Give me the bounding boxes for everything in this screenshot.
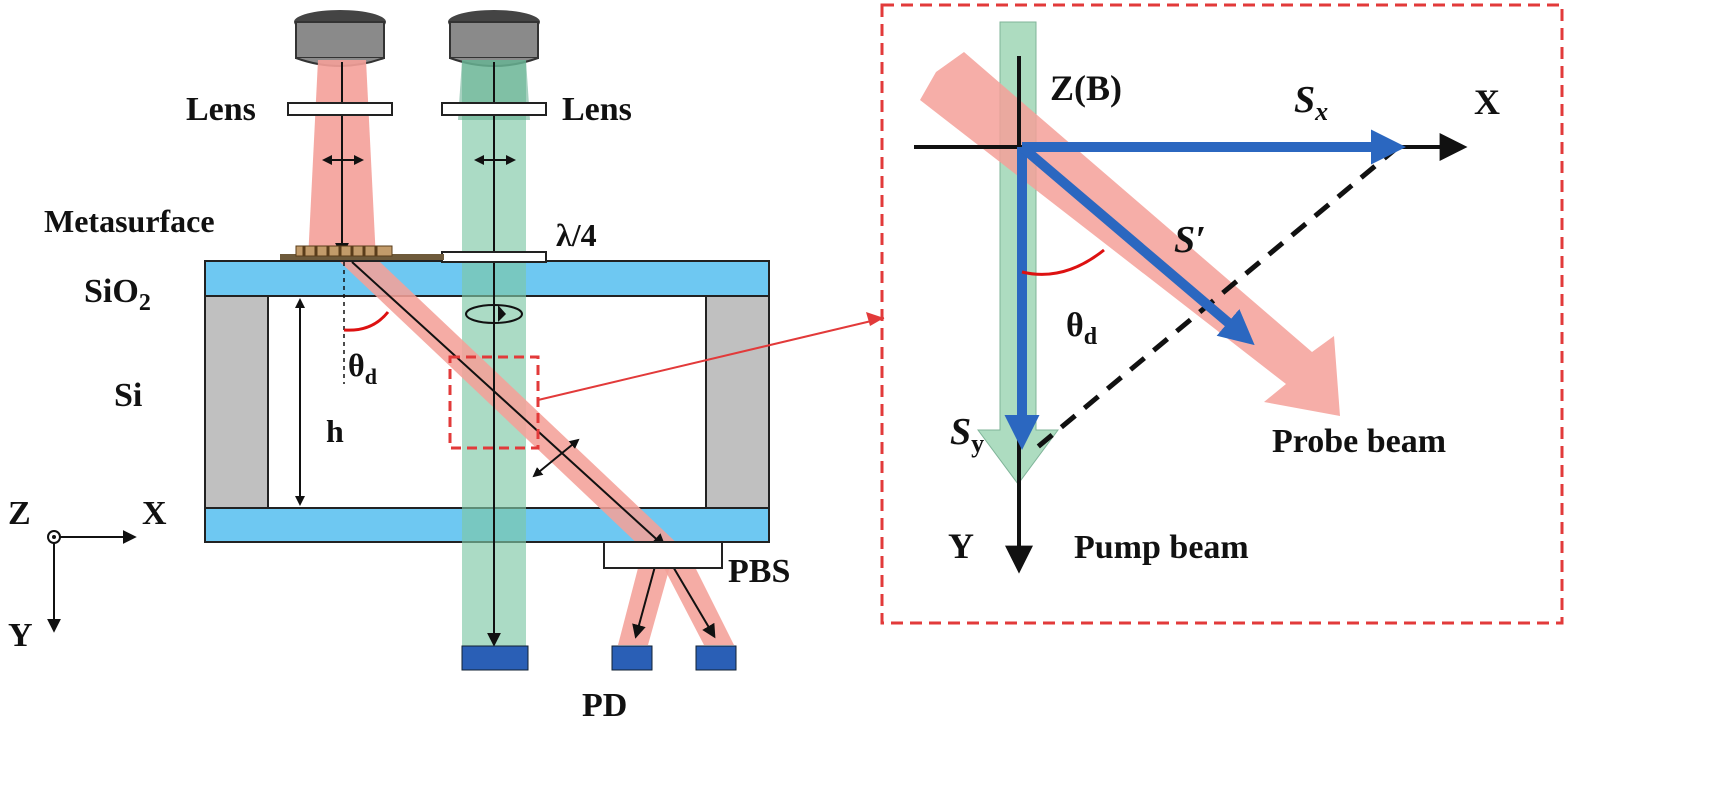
height-label: h: [326, 413, 344, 449]
inset-x-label: X: [1474, 82, 1500, 122]
inset-z-label: Z(B): [1050, 68, 1122, 108]
axis-x-label: X: [142, 495, 167, 532]
inset-s-prime-label: S′: [1174, 219, 1206, 261]
pd-label: PD: [582, 687, 627, 724]
photodiode-probe-left: [611, 645, 653, 671]
si-wall-right: [705, 295, 770, 509]
axis-z-label: Z: [8, 495, 31, 532]
zoom-region-box: [448, 355, 540, 450]
coordinate-axes: [47, 530, 137, 633]
inset-theta-d-label: θd: [1066, 307, 1098, 350]
lens-label-right: Lens: [562, 91, 632, 128]
inset-y-label: Y: [948, 526, 974, 566]
pbs-component: [603, 541, 723, 569]
inset-border: [880, 3, 1564, 625]
left-panel: Lens Lens Metasurface λ/4 SiO2 Si h θd P…: [8, 10, 885, 724]
axis-y-label: Y: [8, 617, 33, 654]
laser-source-pump: [448, 10, 540, 67]
inset-angle-arc: [1021, 248, 1105, 276]
polarization-arrow-refracted: [532, 438, 580, 478]
inset-panel: Z(B) X Y Sx Sy S′ θd Probe beam Pump bea…: [880, 3, 1564, 625]
lens-probe: [287, 102, 393, 116]
vector-s-prime: [1018, 143, 1255, 346]
si-label: Si: [114, 377, 142, 414]
photodiode-pump: [461, 645, 529, 671]
quarter-wave-plate: [441, 251, 547, 263]
angle-arc: [343, 311, 390, 332]
pump-beam-label: Pump beam: [1074, 529, 1249, 566]
metasurface: [280, 245, 444, 260]
inset-sx-label: Sx: [1294, 79, 1328, 126]
sio2-label: SiO2: [84, 273, 151, 316]
probe-beam-split-right: [652, 545, 734, 645]
quarter-wave-label: λ/4: [556, 217, 597, 253]
metasurface-label: Metasurface: [44, 203, 215, 239]
photodiode-probe-right: [695, 645, 737, 671]
inset-sy-label: Sy: [950, 411, 984, 458]
zoom-connector-line: [537, 317, 885, 401]
circular-polarization-icon: [465, 304, 523, 324]
probe-beam-refracted: [340, 262, 682, 548]
si-wall-left: [204, 295, 269, 509]
lens-label-left: Lens: [186, 91, 256, 128]
theta-d-label: θd: [348, 347, 377, 389]
probe-beam-label: Probe beam: [1272, 423, 1446, 460]
lens-pump: [441, 102, 547, 116]
laser-source-probe: [294, 10, 386, 67]
probe-centerline-refracted: [351, 261, 667, 548]
inset-dashed-line: [1032, 145, 1400, 452]
pbs-label: PBS: [728, 553, 790, 590]
